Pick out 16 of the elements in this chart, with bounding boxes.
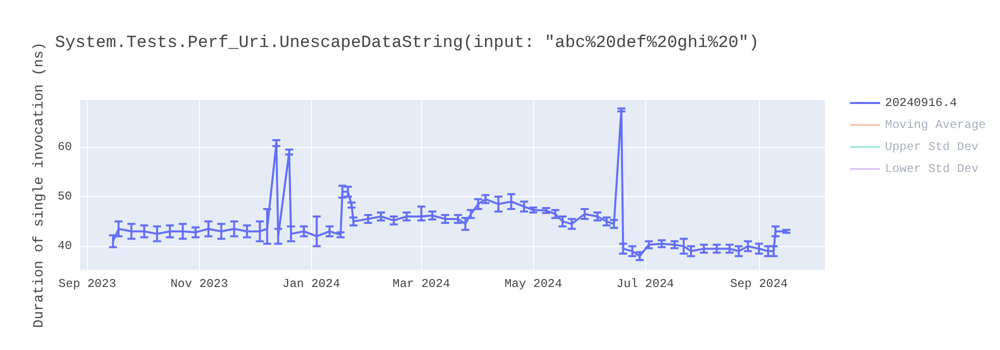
- y-tick-label: 40: [58, 239, 72, 254]
- x-tick-label: Sep 2023: [58, 277, 116, 291]
- x-tick-label: Sep 2024: [730, 277, 788, 291]
- x-tick-label: Mar 2024: [392, 277, 450, 291]
- legend-label: Upper Std Dev: [885, 140, 979, 154]
- x-tick-label: May 2024: [504, 277, 562, 291]
- x-tick-label: Jul 2024: [616, 277, 674, 291]
- x-tick-label: Jan 2024: [282, 277, 340, 291]
- legend-label: Moving Average: [885, 118, 986, 132]
- legend-label: 20240916.4: [885, 96, 958, 110]
- y-axis-title: Duration of single invocation (ns): [32, 42, 48, 328]
- legend-label: Lower Std Dev: [885, 162, 979, 176]
- y-tick-label: 60: [58, 140, 72, 154]
- y-tick-label: 50: [58, 190, 72, 204]
- chart-title: System.Tests.Perf_Uri.UnescapeDataString(input: "abc%20def%20ghi%20"): [55, 34, 759, 53]
- x-tick-label: Nov 2023: [170, 277, 228, 291]
